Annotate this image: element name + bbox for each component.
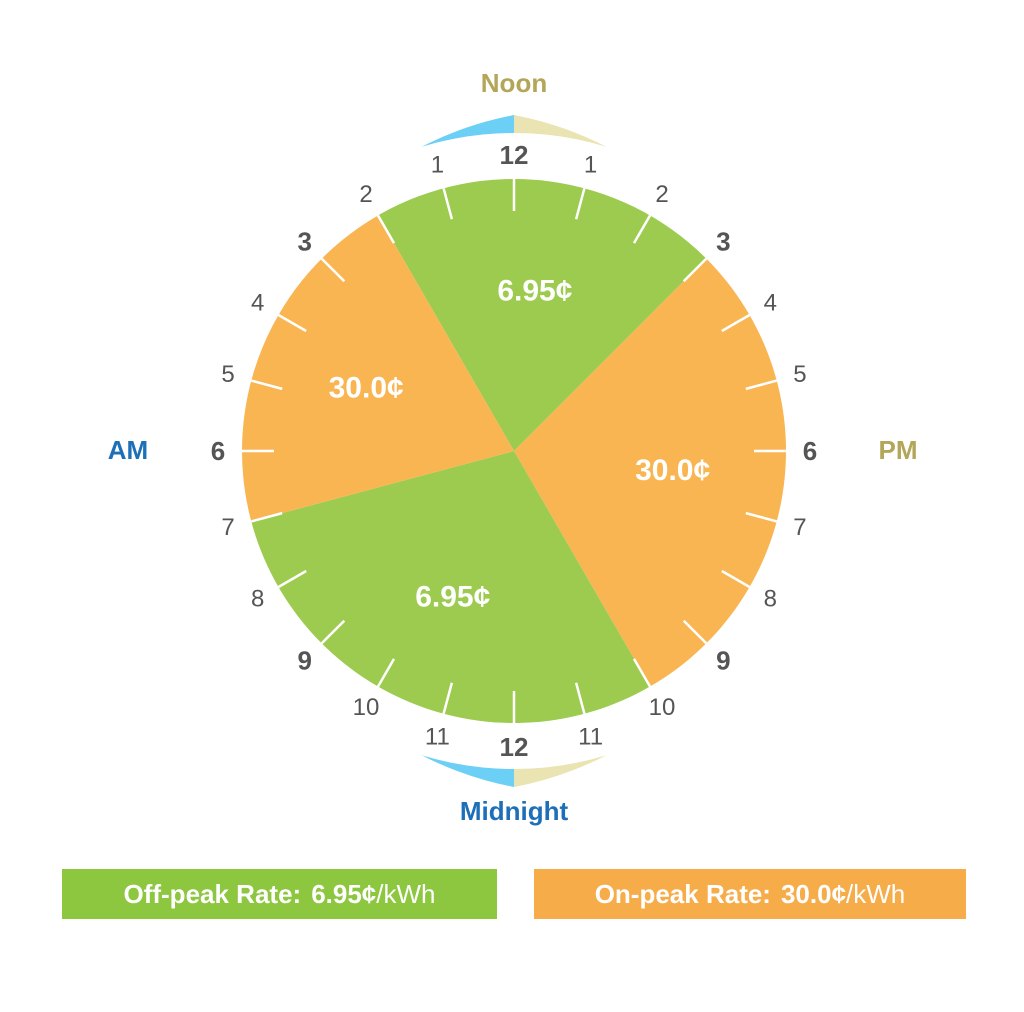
- sector-rate-label: 30.0¢: [329, 372, 404, 405]
- am-label: AM: [108, 435, 148, 465]
- hour-ticks: [242, 179, 786, 723]
- hour-label: 12: [500, 140, 529, 170]
- hour-label: 2: [359, 181, 372, 208]
- hour-label: 9: [297, 645, 311, 675]
- hour-label: 12: [500, 732, 529, 762]
- hour-label: 5: [221, 361, 234, 388]
- hour-label: 6: [803, 436, 817, 466]
- hour-tick: [250, 511, 283, 523]
- hour-tick: [277, 313, 307, 333]
- sector-on-peak: [514, 258, 786, 687]
- sector-off-peak: [378, 179, 707, 451]
- off-peak-legend-unit: /kWh: [376, 878, 436, 909]
- hour-tick: [682, 619, 708, 645]
- rate-sectors: [241, 179, 786, 724]
- on-peak-legend-rate: 30.0¢: [780, 878, 847, 909]
- hour-tick: [320, 257, 346, 283]
- hour-tick: [721, 313, 751, 333]
- sector-rate-label: 6.95¢: [497, 274, 572, 307]
- hour-label: 4: [251, 290, 264, 317]
- sector-off-peak: [251, 451, 650, 724]
- hour-tick: [632, 658, 652, 688]
- off-peak-legend-rate: 6.95¢: [311, 878, 377, 909]
- hour-tick: [574, 682, 586, 715]
- sector-rate-label: 6.95¢: [415, 581, 490, 614]
- hour-tick: [442, 682, 454, 715]
- hour-label: 11: [578, 723, 603, 750]
- hour-tick: [250, 379, 283, 391]
- sector-on-peak: [241, 215, 514, 522]
- hour-label: 1: [431, 152, 444, 179]
- hour-label: 3: [716, 227, 730, 257]
- hour-label: 7: [221, 514, 234, 541]
- hour-tick: [376, 214, 396, 244]
- on-peak-legend-unit: /kWh: [846, 878, 906, 909]
- rate-labels: 6.95¢ 30.0¢ 6.95¢ 30.0¢: [329, 274, 711, 613]
- hour-label: 3: [297, 227, 311, 257]
- pm-label: PM: [879, 435, 918, 465]
- noon-label: Noon: [481, 68, 547, 98]
- hour-label: 9: [716, 645, 730, 675]
- hour-tick: [376, 658, 396, 688]
- hour-label: 2: [655, 181, 668, 208]
- hour-tick: [442, 187, 454, 220]
- on-peak-legend-name: On-peak Rate:: [594, 878, 771, 909]
- hour-label: 7: [793, 514, 806, 541]
- hour-label: 1: [584, 152, 597, 179]
- hour-tick: [745, 511, 778, 523]
- hour-label: 8: [764, 586, 777, 613]
- hour-tick: [320, 619, 346, 645]
- hour-label: 6: [211, 436, 225, 466]
- hour-label: 4: [764, 290, 777, 317]
- hour-label: 10: [649, 694, 676, 721]
- hour-tick: [721, 569, 751, 589]
- hour-label: 10: [353, 694, 380, 721]
- hour-label: 8: [251, 586, 264, 613]
- hour-tick: [682, 257, 708, 283]
- hour-tick: [574, 187, 586, 220]
- midnight-label: Midnight: [460, 796, 569, 826]
- hour-label: 5: [793, 361, 806, 388]
- sector-rate-label: 30.0¢: [635, 454, 710, 487]
- hour-tick: [745, 379, 778, 391]
- hour-label: 11: [425, 723, 450, 750]
- on-peak-legend: On-peak Rate: 30.0¢ /kWh: [534, 869, 966, 919]
- off-peak-legend-name: Off-peak Rate:: [123, 878, 302, 909]
- hour-tick: [632, 214, 652, 244]
- off-peak-legend: Off-peak Rate: 6.95¢ /kWh: [62, 869, 497, 919]
- hour-tick: [277, 569, 307, 589]
